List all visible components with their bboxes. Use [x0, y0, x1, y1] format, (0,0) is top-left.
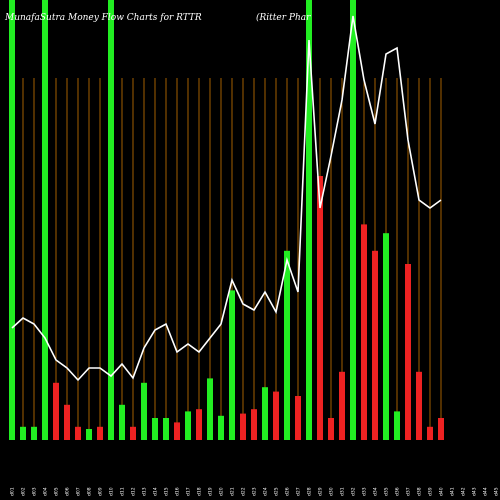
money-flow-bar	[53, 382, 59, 440]
x-tick-label: d02	[21, 487, 27, 496]
x-tick-label: d18	[197, 487, 203, 496]
money-flow-bar	[229, 290, 235, 440]
money-flow-bar	[273, 391, 279, 440]
x-tick-label: d21	[230, 487, 236, 496]
x-tick-label: d12	[131, 487, 137, 496]
money-flow-bars	[9, 0, 444, 440]
money-flow-bar	[361, 224, 367, 440]
x-tick-label: d04	[43, 487, 49, 496]
x-tick-label: d43	[472, 487, 478, 496]
x-tick-label: d35	[384, 487, 390, 496]
money-flow-bar	[86, 429, 92, 440]
x-axis-tick-labels: d01 d02 d03 d04 d05 d06 d07 d08 d09 d10 d11 d12 d13 d…	[10, 487, 500, 496]
money-flow-bar	[306, 0, 312, 440]
x-tick-label: d30	[329, 487, 335, 496]
money-flow-bar	[295, 396, 301, 440]
x-tick-label: d37	[406, 487, 412, 496]
x-tick-label: d10	[109, 487, 115, 496]
x-tick-label: d14	[153, 487, 159, 496]
money-flow-bar	[185, 411, 191, 440]
x-tick-label: d27	[296, 487, 302, 496]
money-flow-bar	[339, 371, 345, 440]
money-flow-bar	[42, 0, 48, 440]
money-flow-bar	[240, 413, 246, 440]
x-tick-label: d11	[120, 487, 126, 496]
money-flow-bar	[372, 250, 378, 440]
x-tick-label: d44	[483, 487, 489, 496]
money-flow-bar	[119, 404, 125, 440]
price-line	[11, 15, 442, 382]
x-tick-label: d32	[351, 487, 357, 496]
money-flow-bar	[174, 422, 180, 440]
money-flow-bar	[207, 378, 213, 440]
x-tick-label: d24	[263, 487, 269, 496]
money-flow-bar	[163, 418, 169, 440]
money-flow-bar	[75, 426, 81, 440]
x-tick-label: d23	[252, 487, 258, 496]
money-flow-bar	[196, 409, 202, 440]
money-flow-bar	[20, 426, 26, 440]
money-flow-bar	[328, 418, 334, 440]
x-tick-label: d13	[142, 487, 148, 496]
x-tick-label: d42	[461, 487, 467, 496]
money-flow-bar	[262, 387, 268, 440]
x-tick-label: d07	[76, 487, 82, 496]
money-flow-bar	[405, 264, 411, 440]
money-flow-bar	[383, 233, 389, 440]
money-flow-bar	[218, 415, 224, 440]
x-tick-label: d01	[10, 487, 16, 496]
money-flow-bar	[97, 426, 103, 440]
money-flow-bar	[438, 418, 444, 440]
x-tick-label: d45	[494, 487, 500, 496]
x-tick-label: d09	[98, 487, 104, 496]
x-tick-label: d36	[395, 487, 401, 496]
x-tick-label: d16	[175, 487, 181, 496]
money-flow-bar	[284, 250, 290, 440]
x-tick-label: d29	[318, 487, 324, 496]
x-tick-label: d31	[340, 487, 346, 496]
x-tick-label: d19	[208, 487, 214, 496]
x-tick-label: d41	[450, 487, 456, 496]
chart-title-left: MunafaSutra Money Flow Charts for RTTR	[4, 13, 202, 23]
money-flow-bar	[31, 426, 37, 440]
x-tick-label: d25	[274, 487, 280, 496]
money-flow-bar	[350, 0, 356, 440]
money-flow-bar	[130, 426, 136, 440]
x-tick-label: d15	[164, 487, 170, 496]
money-flow-bar	[416, 371, 422, 440]
x-tick-label: d34	[373, 487, 379, 496]
x-tick-label: d03	[32, 487, 38, 496]
money-flow-bar	[152, 418, 158, 440]
x-tick-label: d28	[307, 487, 313, 496]
chart-title-right: (Ritter Phar	[256, 12, 311, 23]
x-tick-label: d26	[285, 487, 291, 496]
money-flow-bar	[251, 409, 257, 440]
x-tick-label: d08	[87, 487, 93, 496]
x-tick-label: d33	[362, 487, 368, 496]
x-tick-label: d22	[241, 487, 247, 496]
money-flow-bar	[427, 426, 433, 440]
x-tick-label: d06	[65, 487, 71, 496]
x-tick-label: d20	[219, 487, 225, 496]
x-tick-label: d05	[54, 487, 60, 496]
money-flow-bar	[317, 176, 323, 440]
x-tick-label: d17	[186, 487, 192, 496]
x-tick-label: d39	[428, 487, 434, 496]
x-tick-label: d40	[439, 487, 445, 496]
money-flow-bar	[394, 411, 400, 440]
money-flow-bar	[9, 0, 15, 440]
money-flow-bar	[141, 382, 147, 440]
money-flow-bar	[64, 404, 70, 440]
money-flow-bar	[108, 0, 114, 440]
x-tick-label: d38	[417, 487, 423, 496]
